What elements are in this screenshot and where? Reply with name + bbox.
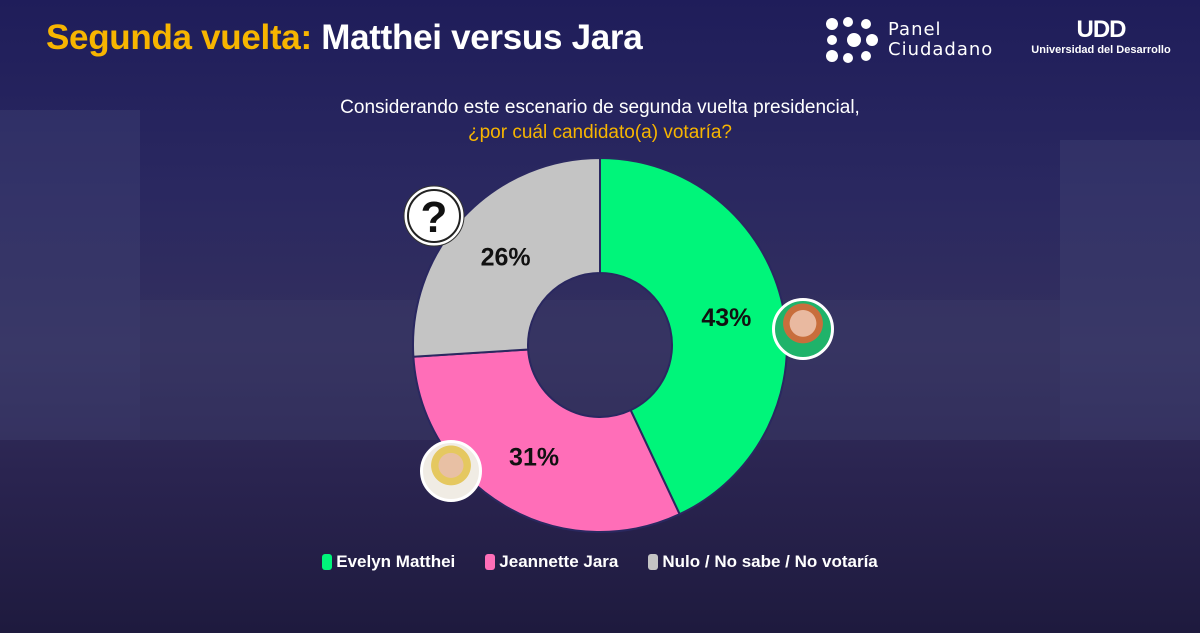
chart-subtitle: ¿por cuál candidato(a) votaría? [467,122,733,143]
page-title: Segunda vuelta: Matthei versus Jara [46,18,643,57]
legend-swatch [322,554,333,570]
slice-jara [412,348,681,533]
chart-title: Considerando este escenario de segunda v… [340,97,860,118]
legend: Evelyn Matthei Jeannette Jara Nulo / No … [0,552,1200,572]
legend-item-matthei: Evelyn Matthei [322,552,455,572]
slice-matthei [599,156,788,516]
panel-ciudadano-logo: Panel Ciudadano [824,16,993,64]
background-building [0,110,140,440]
legend-swatch [485,554,496,570]
slice-nulo [412,156,601,358]
background-building [1060,140,1200,440]
data-label: 43% [701,304,751,332]
legend-item-jara: Jeannette Jara [485,552,618,572]
legend-swatch [648,554,659,570]
udd-logo: UDD Universidad del Desarrollo [1031,16,1171,57]
dots-logo-icon [826,17,878,63]
matthei-avatar [772,298,834,360]
svg-text:?: ? [421,193,448,242]
data-label: 31% [509,443,559,471]
legend-item-nulo: Nulo / No sabe / No votaría [648,552,878,572]
data-label: 26% [481,243,531,271]
question-mark-icon: ? [403,185,465,247]
jara-avatar [420,440,482,502]
